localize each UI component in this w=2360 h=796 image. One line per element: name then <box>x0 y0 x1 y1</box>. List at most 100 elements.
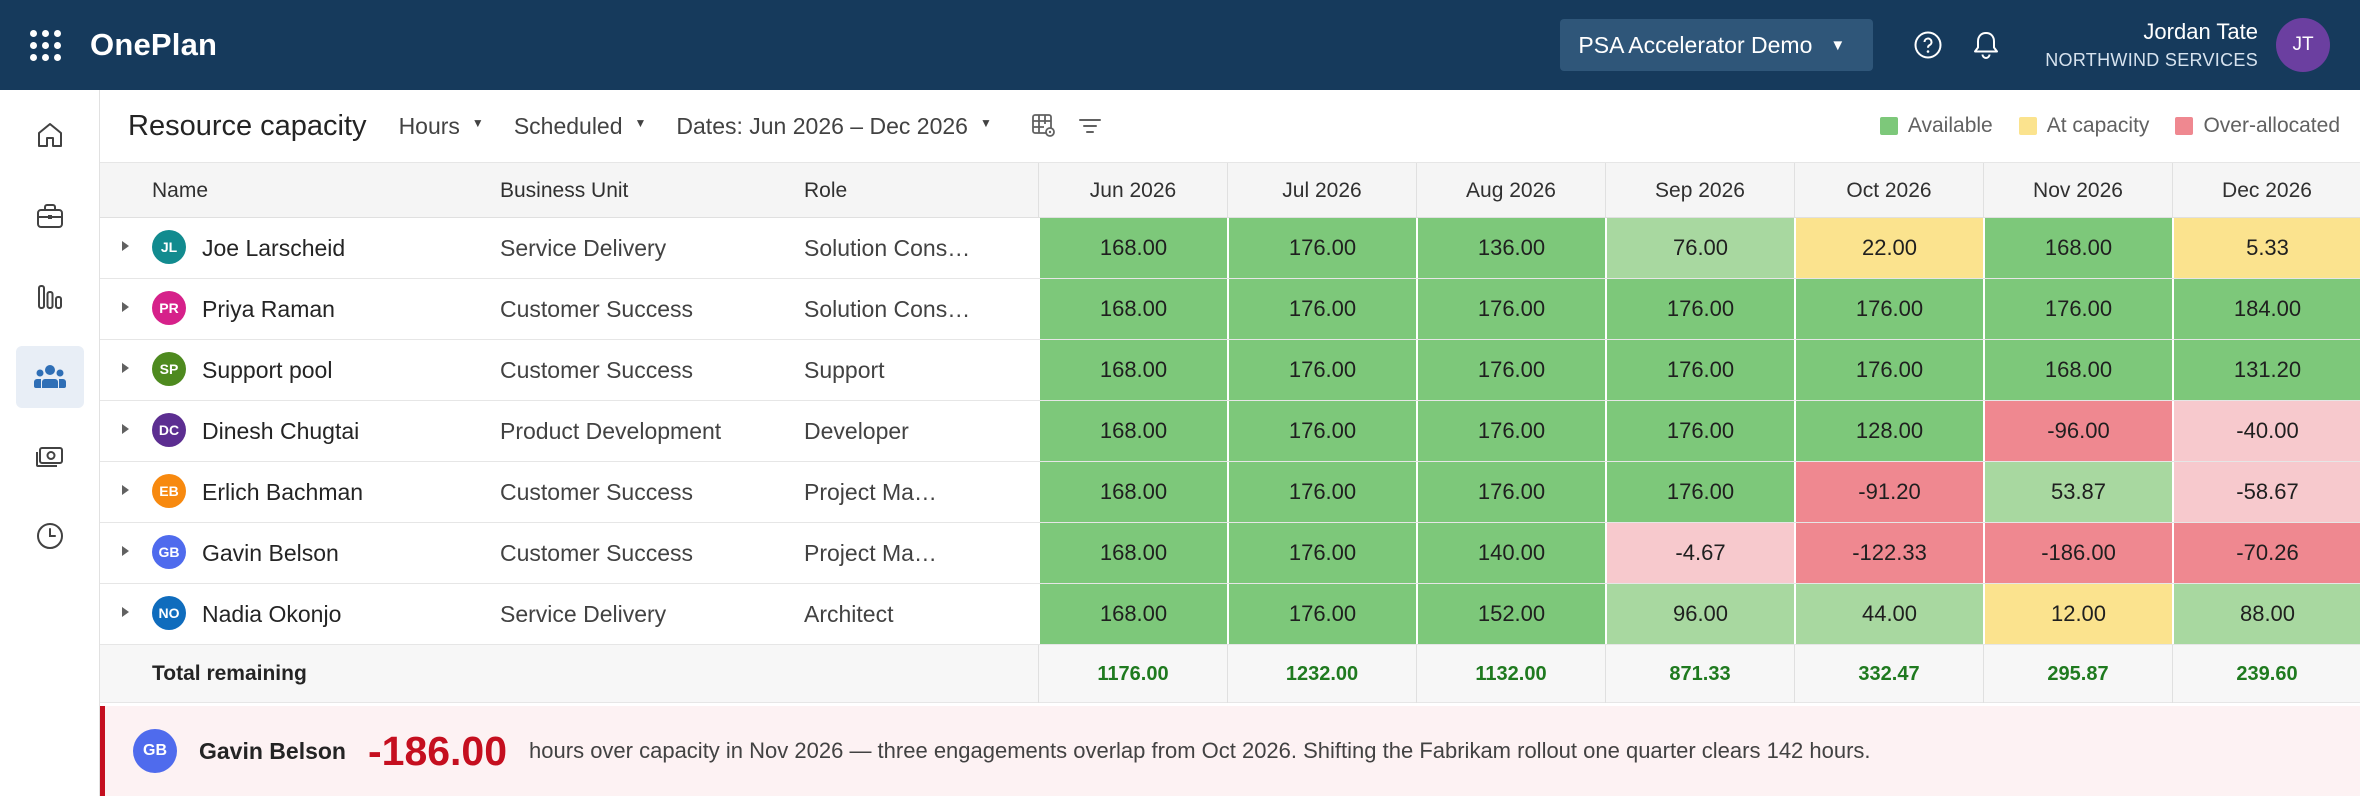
capacity-cell[interactable]: 168.00 <box>1038 523 1227 583</box>
resource-name[interactable]: Support pool <box>202 357 333 383</box>
table-row[interactable]: DC Dinesh Chugtai Product Development Devel… <box>100 401 2360 462</box>
table-row[interactable]: PR Priya Raman Customer Success Solution Co… <box>100 279 2360 340</box>
resource-name[interactable]: Gavin Belson <box>202 540 339 566</box>
table-row[interactable]: GB Gavin Belson Customer Success Project Ma… <box>100 523 2360 584</box>
column-header-month[interactable]: Nov 2026 <box>1983 163 2172 219</box>
capacity-cell[interactable]: 96.00 <box>1605 584 1794 644</box>
capacity-cell[interactable]: 44.00 <box>1794 584 1983 644</box>
capacity-cell[interactable]: -91.20 <box>1794 462 1983 522</box>
expand-row-icon[interactable] <box>122 546 129 556</box>
capacity-cell[interactable]: 168.00 <box>1038 401 1227 461</box>
grid-settings-button[interactable] <box>1026 108 1062 144</box>
resource-name[interactable]: Nadia Okonjo <box>202 601 342 627</box>
notifications-button[interactable] <box>1957 16 2015 74</box>
capacity-cell[interactable]: 176.00 <box>1605 340 1794 400</box>
mode-dropdown[interactable]: Scheduled ▼ <box>514 113 647 140</box>
capacity-cell[interactable]: 128.00 <box>1794 401 1983 461</box>
unit-dropdown[interactable]: Hours ▼ <box>399 113 484 140</box>
column-header-business-unit[interactable]: Business Unit <box>500 179 629 202</box>
capacity-cell[interactable]: 131.20 <box>2172 340 2360 400</box>
column-header-name[interactable]: Name <box>152 179 209 202</box>
resource-name[interactable]: Joe Larscheid <box>202 235 346 261</box>
table-row[interactable]: SP Support pool Customer Success Support 168… <box>100 340 2360 401</box>
capacity-cell[interactable]: 184.00 <box>2172 279 2360 339</box>
expand-row-icon[interactable] <box>122 607 129 617</box>
capacity-cell[interactable]: 168.00 <box>1038 462 1227 522</box>
capacity-cell[interactable]: 176.00 <box>1227 584 1416 644</box>
capacity-cell[interactable]: 176.00 <box>1605 462 1794 522</box>
capacity-cell[interactable]: 176.00 <box>1227 279 1416 339</box>
app-launcher-button[interactable] <box>0 0 90 90</box>
capacity-cell[interactable]: 176.00 <box>1227 340 1416 400</box>
column-header-month[interactable]: Jun 2026 <box>1038 163 1227 219</box>
capacity-cell[interactable]: 176.00 <box>1794 279 1983 339</box>
role: Solution Cons… <box>804 235 971 261</box>
capacity-cell[interactable]: 176.00 <box>1227 401 1416 461</box>
table-row[interactable]: NO Nadia Okonjo Service Delivery Architect 1… <box>100 584 2360 645</box>
nav-financials[interactable] <box>16 425 84 487</box>
column-header-month[interactable]: Dec 2026 <box>2172 163 2360 219</box>
resource-name[interactable]: Priya Raman <box>202 296 335 322</box>
nav-portfolio[interactable] <box>16 185 84 247</box>
capacity-cell[interactable]: 176.00 <box>1227 462 1416 522</box>
capacity-cell[interactable]: 176.00 <box>1416 279 1605 339</box>
column-header-month[interactable]: Oct 2026 <box>1794 163 1983 219</box>
capacity-cell[interactable]: 176.00 <box>1227 523 1416 583</box>
resource-name[interactable]: Dinesh Chugtai <box>202 418 360 444</box>
brand-name[interactable]: OnePlan <box>90 27 218 62</box>
capacity-cell[interactable]: -58.67 <box>2172 462 2360 522</box>
dates-dropdown[interactable]: Dates: Jun 2026 – Dec 2026 ▼ <box>676 113 991 140</box>
capacity-cell[interactable]: -122.33 <box>1794 523 1983 583</box>
capacity-cell[interactable]: 168.00 <box>1038 584 1227 644</box>
capacity-cell[interactable]: -4.67 <box>1605 523 1794 583</box>
expand-row-icon[interactable] <box>122 424 129 434</box>
column-header-month[interactable]: Sep 2026 <box>1605 163 1794 219</box>
expand-row-icon[interactable] <box>122 485 129 495</box>
capacity-cell[interactable]: 152.00 <box>1416 584 1605 644</box>
column-header-month[interactable]: Jul 2026 <box>1227 163 1416 219</box>
nav-reports[interactable] <box>16 266 84 328</box>
filter-button[interactable] <box>1072 108 1108 144</box>
capacity-cell[interactable]: 168.00 <box>1983 218 2172 278</box>
help-button[interactable] <box>1899 16 1957 74</box>
capacity-cell[interactable]: 76.00 <box>1605 218 1794 278</box>
capacity-cell[interactable]: 176.00 <box>1416 340 1605 400</box>
nav-timesheets[interactable] <box>16 505 84 567</box>
alert-person-name[interactable]: Gavin Belson <box>199 737 346 764</box>
capacity-cell[interactable]: 176.00 <box>1227 218 1416 278</box>
capacity-cell[interactable]: 5.33 <box>2172 218 2360 278</box>
table-row[interactable]: EB Erlich Bachman Customer Success Project … <box>100 462 2360 523</box>
expand-row-icon[interactable] <box>122 302 129 312</box>
nav-resources[interactable] <box>16 346 84 408</box>
user-info[interactable]: Jordan Tate NORTHWIND SERVICES <box>2045 19 2258 71</box>
resource-name[interactable]: Erlich Bachman <box>202 479 364 505</box>
capacity-cell[interactable]: 22.00 <box>1794 218 1983 278</box>
column-header-month[interactable]: Aug 2026 <box>1416 163 1605 219</box>
column-header-role[interactable]: Role <box>804 179 848 202</box>
capacity-cell[interactable]: 176.00 <box>1416 401 1605 461</box>
capacity-cell[interactable]: 168.00 <box>1038 218 1227 278</box>
capacity-cell[interactable]: 53.87 <box>1983 462 2172 522</box>
expand-row-icon[interactable] <box>122 241 129 251</box>
capacity-cell[interactable]: -186.00 <box>1983 523 2172 583</box>
capacity-cell[interactable]: 176.00 <box>1605 401 1794 461</box>
environment-select[interactable]: PSA Accelerator Demo ▼ <box>1560 19 1874 71</box>
capacity-cell[interactable]: 176.00 <box>1983 279 2172 339</box>
capacity-cell[interactable]: 140.00 <box>1416 523 1605 583</box>
capacity-cell[interactable]: -70.26 <box>2172 523 2360 583</box>
capacity-cell[interactable]: 88.00 <box>2172 584 2360 644</box>
capacity-cell[interactable]: 176.00 <box>1416 462 1605 522</box>
capacity-cell[interactable]: 168.00 <box>1038 279 1227 339</box>
capacity-cell[interactable]: -96.00 <box>1983 401 2172 461</box>
capacity-cell[interactable]: 136.00 <box>1416 218 1605 278</box>
capacity-cell[interactable]: 12.00 <box>1983 584 2172 644</box>
capacity-cell[interactable]: 176.00 <box>1794 340 1983 400</box>
nav-home[interactable] <box>16 104 84 166</box>
capacity-cell[interactable]: 168.00 <box>1038 340 1227 400</box>
user-avatar[interactable]: JT <box>2276 18 2330 72</box>
capacity-cell[interactable]: 176.00 <box>1605 279 1794 339</box>
capacity-cell[interactable]: -40.00 <box>2172 401 2360 461</box>
expand-row-icon[interactable] <box>122 363 129 373</box>
capacity-cell[interactable]: 168.00 <box>1983 340 2172 400</box>
table-row[interactable]: JL Joe Larscheid Service Delivery Solution … <box>100 218 2360 279</box>
